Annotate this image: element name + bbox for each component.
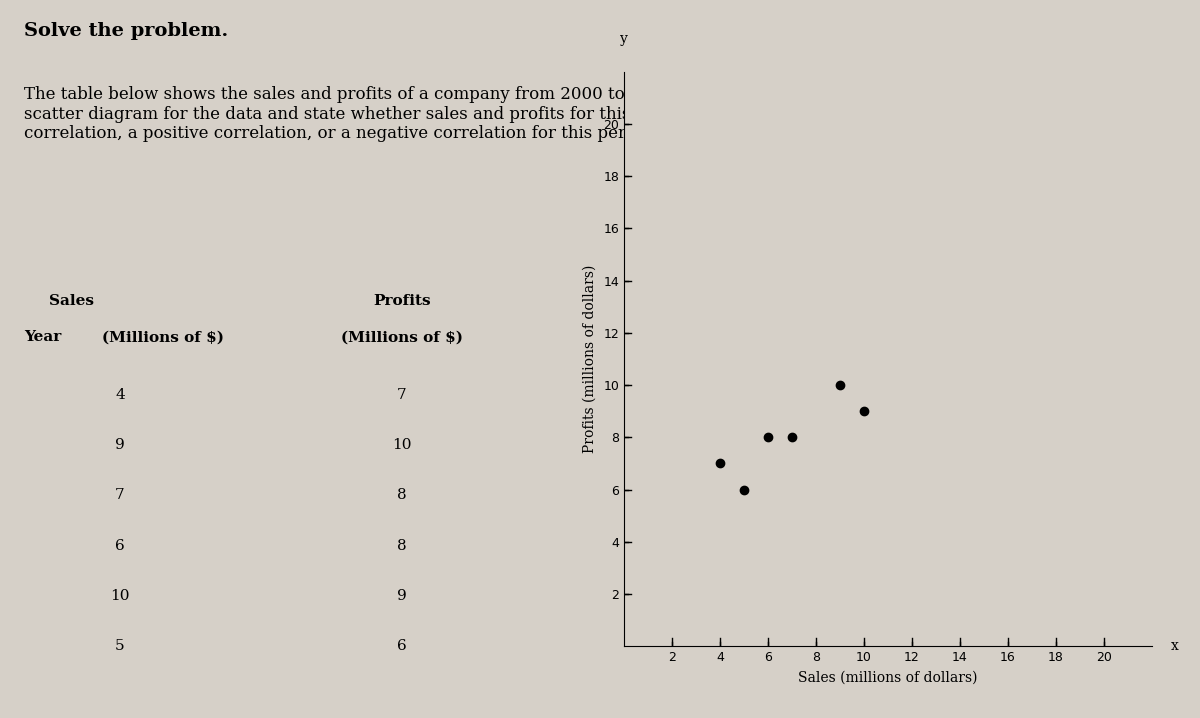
Text: 10: 10 [110,589,130,602]
Text: 6: 6 [115,538,125,552]
Text: 4: 4 [115,388,125,401]
Point [782,432,802,443]
Text: Year: Year [24,330,61,344]
Y-axis label: Profits (millions of dollars): Profits (millions of dollars) [582,265,596,453]
Text: 9: 9 [115,438,125,452]
Point [758,432,778,443]
Text: 7: 7 [397,388,407,401]
Point [734,484,754,495]
Text: (Millions of $): (Millions of $) [341,330,463,344]
Text: The table below shows the sales and profits of a company from 2000 to 2005. Cons: The table below shows the sales and prof… [24,86,782,142]
Text: Solve the problem.: Solve the problem. [24,22,228,39]
Text: 7: 7 [115,488,125,502]
Text: x: x [1171,639,1180,653]
Text: y: y [620,32,628,46]
Text: Sales: Sales [49,294,95,308]
Text: 8: 8 [397,538,407,552]
Text: 6: 6 [397,639,407,653]
Text: 10: 10 [392,438,412,452]
Point [830,379,850,391]
Text: Profits: Profits [373,294,431,308]
Text: (Millions of $): (Millions of $) [102,330,224,344]
Text: 8: 8 [397,488,407,502]
Point [710,457,730,469]
Text: 9: 9 [397,589,407,602]
Text: 5: 5 [115,639,125,653]
X-axis label: Sales (millions of dollars): Sales (millions of dollars) [798,671,978,685]
Point [854,406,874,417]
